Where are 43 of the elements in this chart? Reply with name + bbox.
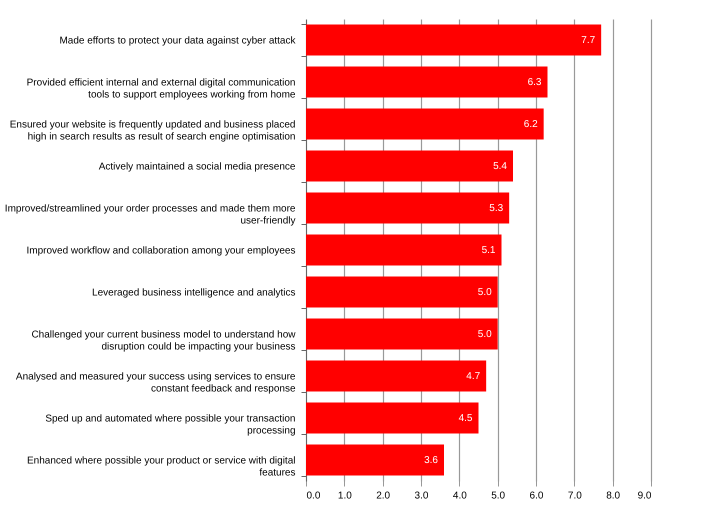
y-tick-label: Sped up and automated where possible your transaction processing [45, 414, 296, 436]
bar [306, 108, 544, 140]
y-tick-label: Enhanced where possible your product or service with digital features [27, 456, 296, 478]
data-label: 3.6 [424, 455, 438, 466]
data-label: 6.3 [528, 77, 542, 88]
bar [306, 66, 548, 98]
y-tick-label: Made efforts to protect your data against cyber attack [59, 36, 296, 46]
x-tick-label: 2.0 [376, 490, 391, 502]
x-tick-label: 1.0 [338, 490, 352, 502]
y-tick-label: Analysed and measured your success using services to ensure constant feedback and response [16, 372, 296, 394]
data-label: 5.0 [478, 287, 492, 298]
data-label: 5.4 [493, 161, 508, 172]
y-tick-label: Leveraged business intelligence and analytics [92, 288, 296, 298]
data-label: 4.7 [466, 371, 481, 382]
bar [306, 318, 498, 350]
data-label: 5.3 [489, 203, 504, 214]
bar [306, 192, 510, 224]
x-tick-label: 3.0 [414, 490, 429, 502]
bar [306, 150, 513, 182]
x-tick-label: 4.0 [452, 490, 468, 502]
y-tick-label: Ensured your website is frequently updated and business placed high in search results as result of search engine optimisation [10, 120, 296, 142]
bar [306, 234, 502, 266]
x-tick-label: 5.0 [491, 490, 506, 502]
y-tick-label: Provided efficient internal and external digital communication tools to support employees working from home [26, 78, 296, 100]
x-tick-label: 9.0 [638, 490, 652, 502]
bar [306, 276, 498, 308]
data-label: 5.0 [478, 329, 492, 340]
y-tick-label: Actively maintained a social media presence [98, 162, 296, 172]
data-label: 7.7 [581, 35, 596, 46]
y-tick-label: Improved workflow and collaboration among your employees [26, 246, 296, 256]
data-label: 5.1 [482, 245, 496, 256]
x-tick-label: 6.0 [530, 490, 544, 502]
bar [306, 24, 602, 56]
bar [306, 402, 478, 434]
x-tick-label: 7.0 [568, 490, 582, 502]
data-label: 6.2 [524, 119, 538, 130]
data-label: 4.5 [458, 413, 473, 424]
bar [306, 360, 486, 392]
x-tick-label: 8.0 [606, 490, 621, 502]
y-tick-label: Challenged your current business model to understand how disruption could be impacting your business [31, 330, 296, 352]
bar [306, 444, 444, 476]
y-tick-label: Improved/streamlined your order processes and made them more user-friendly [4, 204, 296, 226]
x-tick-label: 0.0 [306, 490, 321, 502]
